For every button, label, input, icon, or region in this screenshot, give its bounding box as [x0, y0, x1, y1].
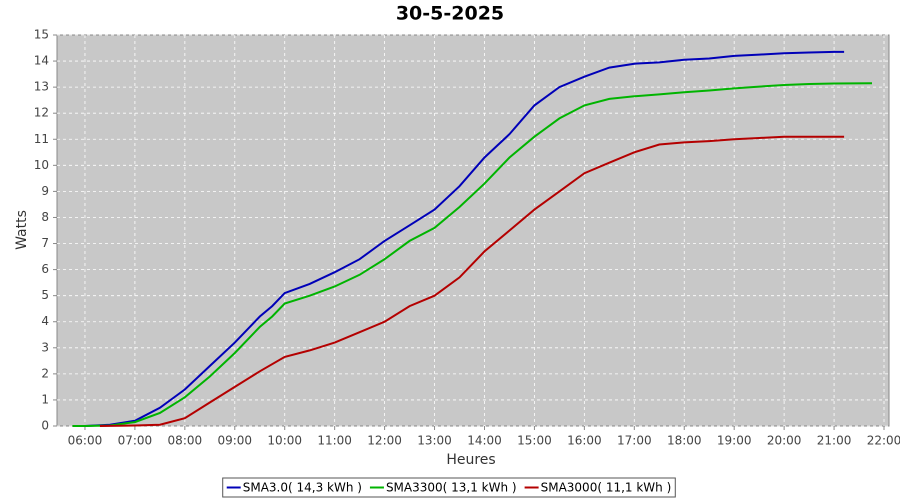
x-axis-label: Heures	[446, 452, 495, 468]
x-tick-label: 14:00	[467, 434, 502, 448]
y-tick-label: 15	[34, 28, 49, 42]
legend-box	[222, 477, 676, 498]
x-tick-label: 20:00	[767, 434, 802, 448]
legend: SMA3.0( 14,3 kWh ) SMA3300( 13,1 kWh ) SMA…	[222, 477, 676, 498]
y-axis-label: Watts	[14, 210, 30, 250]
x-tick-label: 17:00	[617, 434, 652, 448]
y-tick-label: 10	[34, 158, 49, 172]
x-tick-label: 13:00	[417, 434, 452, 448]
y-tick-label: 2	[41, 366, 49, 380]
series-line	[72, 82, 873, 427]
y-tick-label: 3	[41, 340, 49, 354]
x-tick-label: 18:00	[667, 434, 702, 448]
y-tick-label: 14	[34, 54, 49, 68]
x-tick-label: 09:00	[217, 434, 252, 448]
x-tick-label: 10:00	[267, 434, 302, 448]
x-tick-label: 11:00	[317, 434, 352, 448]
y-tick-label: 11	[34, 132, 49, 146]
x-tick-label: 22:00	[867, 434, 900, 448]
x-tick-label: 15:00	[517, 434, 552, 448]
x-tick-label: 08:00	[168, 434, 203, 448]
y-tick-label: 8	[41, 210, 49, 224]
x-tick-label: 16:00	[567, 434, 602, 448]
legend-label: SMA3.0( 14,3 kWh )	[243, 481, 362, 495]
y-tick-label: 9	[41, 184, 49, 198]
y-tick-label: 5	[41, 288, 49, 302]
x-tick-label: 12:00	[367, 434, 402, 448]
x-tick-label: 19:00	[717, 434, 752, 448]
y-tick-label: 13	[34, 80, 49, 94]
y-tick-label: 0	[41, 419, 49, 433]
y-tick-label: 12	[34, 106, 49, 120]
y-tick-label: 7	[41, 236, 49, 250]
y-tick-label: 6	[41, 262, 49, 276]
y-tick-label: 4	[41, 314, 49, 328]
x-tick-label: 21:00	[817, 434, 852, 448]
legend-label: SMA3300( 13,1 kWh )	[386, 481, 517, 495]
x-tick-label: 07:00	[118, 434, 153, 448]
chart-title: 30-5-2025	[396, 3, 504, 25]
series-line	[72, 50, 845, 427]
plot-area	[56, 34, 890, 427]
series-line	[99, 135, 845, 427]
legend-label: SMA3000( 11,1 kWh )	[541, 481, 672, 495]
y-tick-label: 1	[41, 392, 49, 406]
x-tick-label: 06:00	[68, 434, 103, 448]
